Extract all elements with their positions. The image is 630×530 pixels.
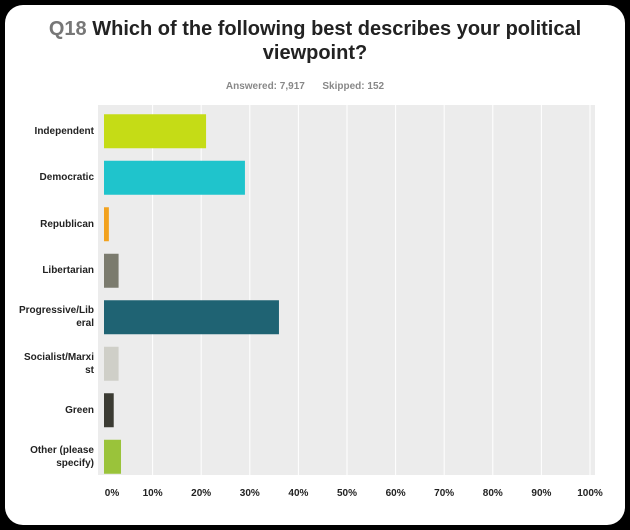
question-number: Q18 — [48, 18, 87, 40]
bar-libertarian — [104, 253, 119, 288]
x-tick-label: 60% — [385, 488, 406, 499]
category-label-line: eral — [76, 318, 94, 330]
question-title: Q18 Which of the following best describe… — [45, 17, 585, 65]
category-label-line: Green — [65, 404, 94, 416]
category-label-line: Progressive/Lib — [18, 305, 94, 317]
x-tick-label: 40% — [288, 488, 309, 499]
category-label: Libertarian — [0, 264, 94, 277]
category-label-line: st — [85, 364, 94, 376]
category-label: Progressive/Lib eral — [0, 304, 94, 330]
skipped-count: 152 — [367, 81, 385, 92]
category-label: Socialist/Marxi st — [0, 351, 94, 377]
category-label-line: Socialist/Marxi — [23, 351, 94, 363]
category-label: Other (please specify) — [0, 444, 94, 470]
category-label: Independent — [0, 125, 94, 138]
skipped-label: Skipped: — [322, 81, 365, 92]
category-label-line: specify) — [56, 457, 94, 469]
category-label-line: Republican — [40, 218, 94, 230]
x-tick-label: 20% — [191, 488, 212, 499]
bar-socialist-marxist — [104, 346, 119, 381]
bar-republican — [104, 207, 109, 242]
x-tick-label: 10% — [142, 488, 163, 499]
bar-independent — [104, 114, 207, 149]
x-tick-label: 80% — [482, 488, 503, 499]
answered-count: 7,917 — [279, 81, 305, 92]
bar-green — [104, 393, 114, 428]
x-tick-label: 100% — [577, 488, 603, 499]
bar-progressive-liberal — [104, 300, 279, 335]
answered-label: Answered: — [225, 81, 278, 92]
category-label-line: Independent — [34, 125, 94, 137]
category-label-line: Other (please — [30, 444, 94, 456]
x-tick-label: 90% — [531, 488, 552, 499]
category-label-line: Libertarian — [42, 265, 94, 277]
category-label-line: Democratic — [39, 172, 94, 184]
category-label: Democratic — [0, 171, 94, 184]
x-tick-label: 50% — [336, 488, 358, 499]
question-text: Which of the following best describes yo… — [92, 18, 582, 64]
response-stats: Answered: 7,917 Skipped: 152 — [5, 81, 605, 92]
category-label: Green — [0, 404, 94, 417]
x-tick-label: 70% — [434, 488, 455, 499]
bar-other-please-specify — [104, 439, 122, 474]
category-label: Republican — [0, 218, 94, 231]
x-tick-label: 0% — [104, 488, 120, 499]
bar-democratic — [104, 160, 245, 195]
x-tick-label: 30% — [239, 488, 260, 499]
